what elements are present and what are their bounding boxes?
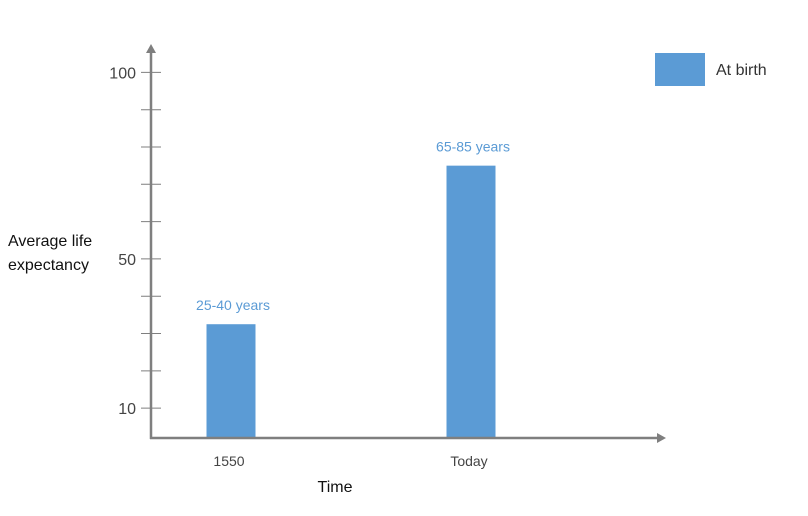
y-tick-labels-group: 10 50 100 xyxy=(109,65,136,418)
x-axis-arrow xyxy=(657,433,666,443)
bars-group xyxy=(206,165,496,438)
legend-label: At birth xyxy=(716,62,767,79)
data-labels-group: 25-40 years 65-85 years xyxy=(196,139,510,314)
y-tick-label: 100 xyxy=(109,65,136,82)
x-axis-title: Time xyxy=(318,479,353,496)
y-axis-title-line-1: Average life xyxy=(8,233,92,250)
x-tick-label: 1550 xyxy=(213,453,244,469)
bar xyxy=(206,324,256,438)
bar-data-label: 25-40 years xyxy=(196,297,270,313)
x-tick-label: Today xyxy=(450,453,487,469)
y-tick-label: 10 xyxy=(118,401,136,418)
x-tick-labels-group: 1550 Today xyxy=(213,453,487,469)
bar xyxy=(446,165,496,438)
y-axis-title-line-2: expectancy xyxy=(8,257,89,274)
bar-data-label: 65-85 years xyxy=(436,139,510,155)
y-axis-arrow xyxy=(146,44,156,53)
legend-swatch xyxy=(655,53,705,86)
legend: At birth xyxy=(655,53,767,86)
y-tick-label: 50 xyxy=(118,252,136,269)
